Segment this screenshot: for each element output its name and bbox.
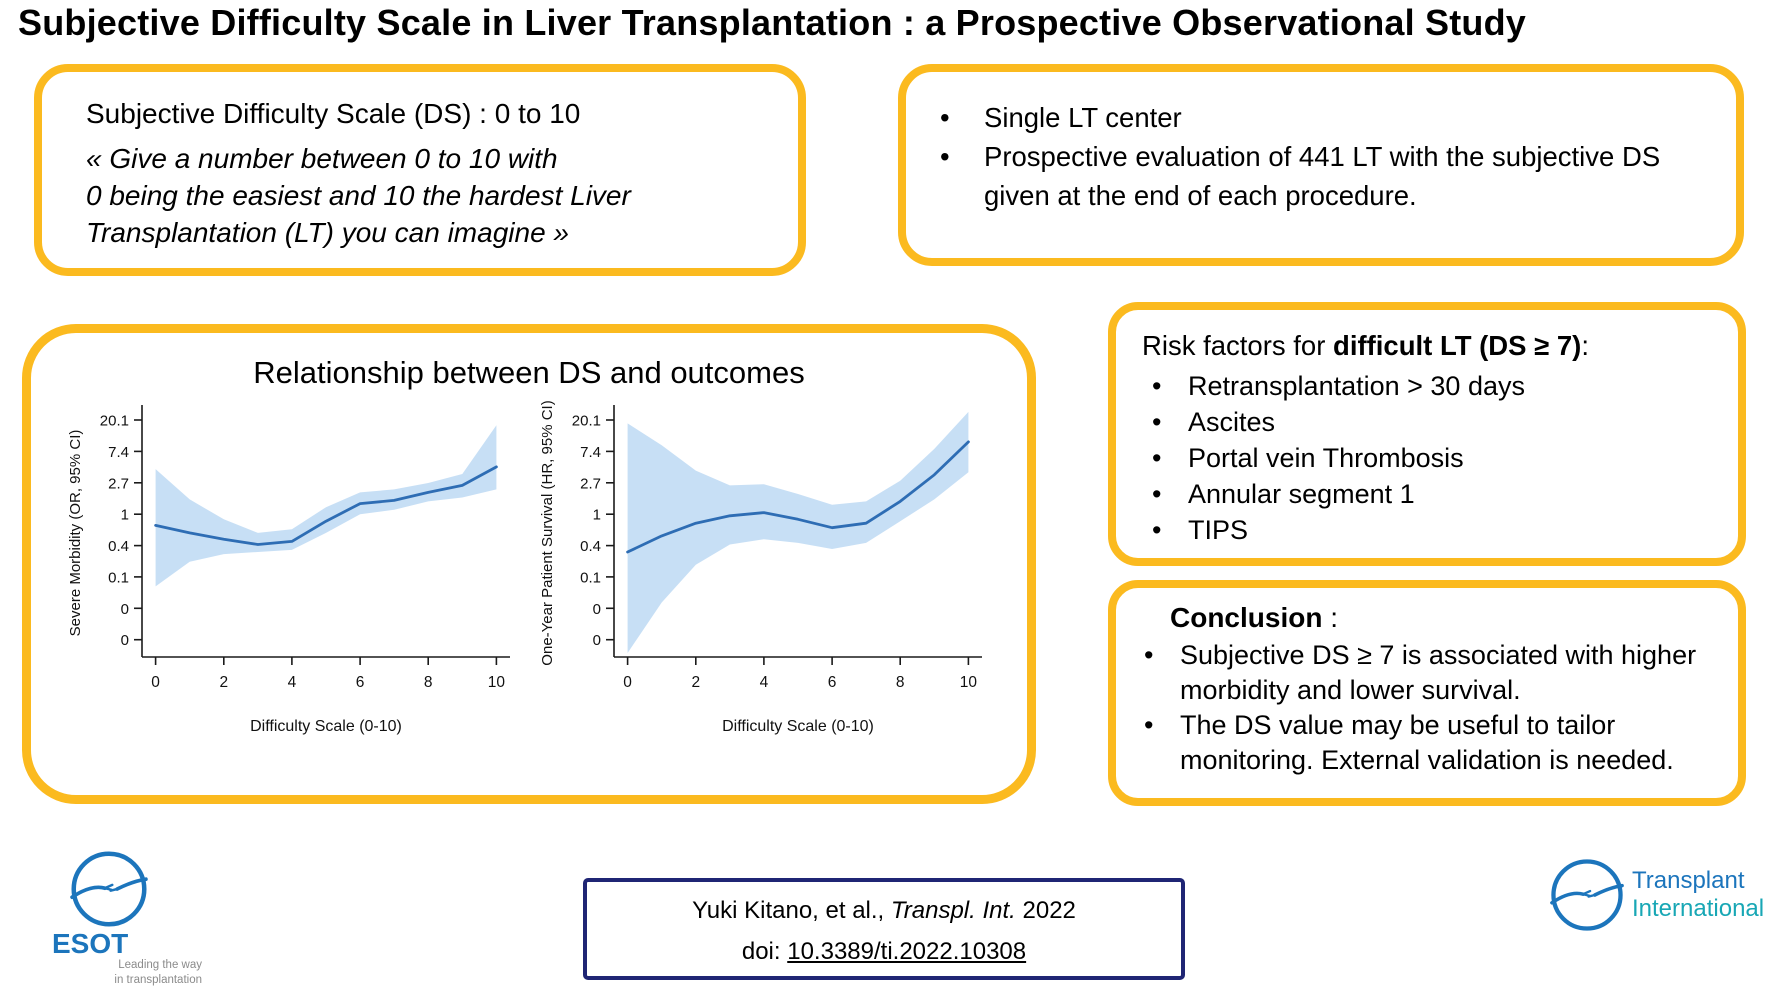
svg-text:7.4: 7.4 [580,444,601,461]
svg-text:One-Year Patient Survival (HR,: One-Year Patient Survival (HR, 95% CI) [539,400,556,665]
citation-line: Yuki Kitano, et al., Transpl. Int. 2022 [692,897,1076,924]
doi-link[interactable]: 10.3389/ti.2022.10308 [787,938,1027,965]
svg-text:7.4: 7.4 [108,444,129,461]
list-item: Single LT center [926,98,1714,137]
svg-text:0.1: 0.1 [108,569,129,586]
charts-row: 20.1 7.4 2.7 1 0.4 0.1 0 0 0 2 4 6 8 10 Severe Morbidi… [31,395,1027,752]
ti-wordmark: Transplant International [1632,867,1765,922]
list-item: Prospective evaluation of 441 LT with th… [926,137,1714,215]
esot-tagline: Leading the way in transplantation [114,959,202,986]
svg-text:8: 8 [896,674,905,691]
svg-text:20.1: 20.1 [100,413,129,430]
list-item: TIPS [1142,512,1724,548]
list-item: Portal vein Thrombosis [1142,440,1724,476]
risk-factors-list: Retransplantation > 30 days Ascites Port… [1142,368,1724,548]
svg-text:2: 2 [219,674,228,691]
list-item: Subjective DS ≥ 7 is associated with hig… [1138,638,1724,708]
svg-text:2: 2 [691,674,700,691]
transplant-international-logo: Transplant International [1548,856,1764,934]
svg-text:Severe Morbidity (OR, 95% CI): Severe Morbidity (OR, 95% CI) [67,430,84,637]
svg-text:0.4: 0.4 [108,538,129,555]
list-item: Retransplantation > 30 days [1142,368,1724,404]
svg-text:0: 0 [121,632,129,649]
citation-box: Yuki Kitano, et al., Transpl. Int. 2022 … [583,878,1185,980]
svg-text:0: 0 [593,601,601,618]
svg-text:0: 0 [121,601,129,618]
risk-factors-box: Risk factors for difficult LT (DS ≥ 7): … [1108,302,1746,566]
scale-heading: Subjective Difficulty Scale (DS) : 0 to … [86,98,581,129]
svg-text:10: 10 [488,674,506,691]
charts-title: Relationship between DS and outcomes [253,355,805,390]
svg-text:1: 1 [593,507,601,524]
conclusion-list: Subjective DS ≥ 7 is associated with hig… [1138,638,1724,778]
scale-quote-line2: 0 being the easiest and 10 the hardest L… [86,179,631,211]
svg-text:4: 4 [288,674,297,691]
list-item: The DS value may be useful to tailor mon… [1138,708,1724,778]
svg-text:8: 8 [424,674,433,691]
svg-text:10: 10 [960,674,978,691]
conclusion-heading: Conclusion : [1170,602,1339,633]
one-year-survival-chart: 20.1 7.4 2.7 1 0.4 0.1 0 0 0 2 4 6 8 10 One-Year Patie… [530,395,1000,752]
journal-name: Transpl. Int. [890,897,1016,924]
page-title: Subjective Difficulty Scale in Liver Tra… [18,2,1527,43]
list-item: Ascites [1142,404,1724,440]
svg-text:0.4: 0.4 [580,538,601,555]
esot-hands-circle-icon [70,851,148,927]
doi-line: doi: 10.3389/ti.2022.10308 [741,938,1027,965]
svg-text:0: 0 [151,674,160,691]
conclusion-box: Conclusion : Subjective DS ≥ 7 is associ… [1108,580,1746,806]
methods-box: Single LT center Prospective evaluation … [898,64,1744,266]
scale-quote-line3: Transplantation (LT) you can imagine » [86,216,569,248]
scale-quote-line1: « Give a number between 0 to 10 with [86,142,558,174]
list-item: Annular segment 1 [1142,476,1724,512]
methods-list: Single LT center Prospective evaluation … [926,98,1714,215]
svg-text:0.1: 0.1 [580,569,601,586]
esot-logo: ESOT Leading the way in transplantation [52,848,222,988]
svg-text:0: 0 [593,632,601,649]
svg-text:0: 0 [623,674,632,691]
svg-text:6: 6 [356,674,365,691]
svg-text:2.7: 2.7 [108,475,129,492]
svg-text:2.7: 2.7 [580,475,601,492]
esot-wordmark: ESOT [52,928,129,959]
svg-text:6: 6 [828,674,837,691]
svg-text:Difficulty Scale (0-10): Difficulty Scale (0-10) [250,718,402,735]
svg-text:20.1: 20.1 [572,413,601,430]
risk-heading: Risk factors for difficult LT (DS ≥ 7): [1142,330,1589,361]
svg-text:4: 4 [760,674,769,691]
ti-hands-circle-icon [1550,859,1624,931]
svg-text:Difficulty Scale (0-10): Difficulty Scale (0-10) [722,718,874,735]
scale-definition-box: Subjective Difficulty Scale (DS) : 0 to … [34,64,806,276]
results-box: Relationship between DS and outcomes 20.… [22,324,1036,804]
severe-morbidity-chart: 20.1 7.4 2.7 1 0.4 0.1 0 0 0 2 4 6 8 10 Severe Morbidi… [58,395,528,752]
svg-text:1: 1 [121,507,129,524]
